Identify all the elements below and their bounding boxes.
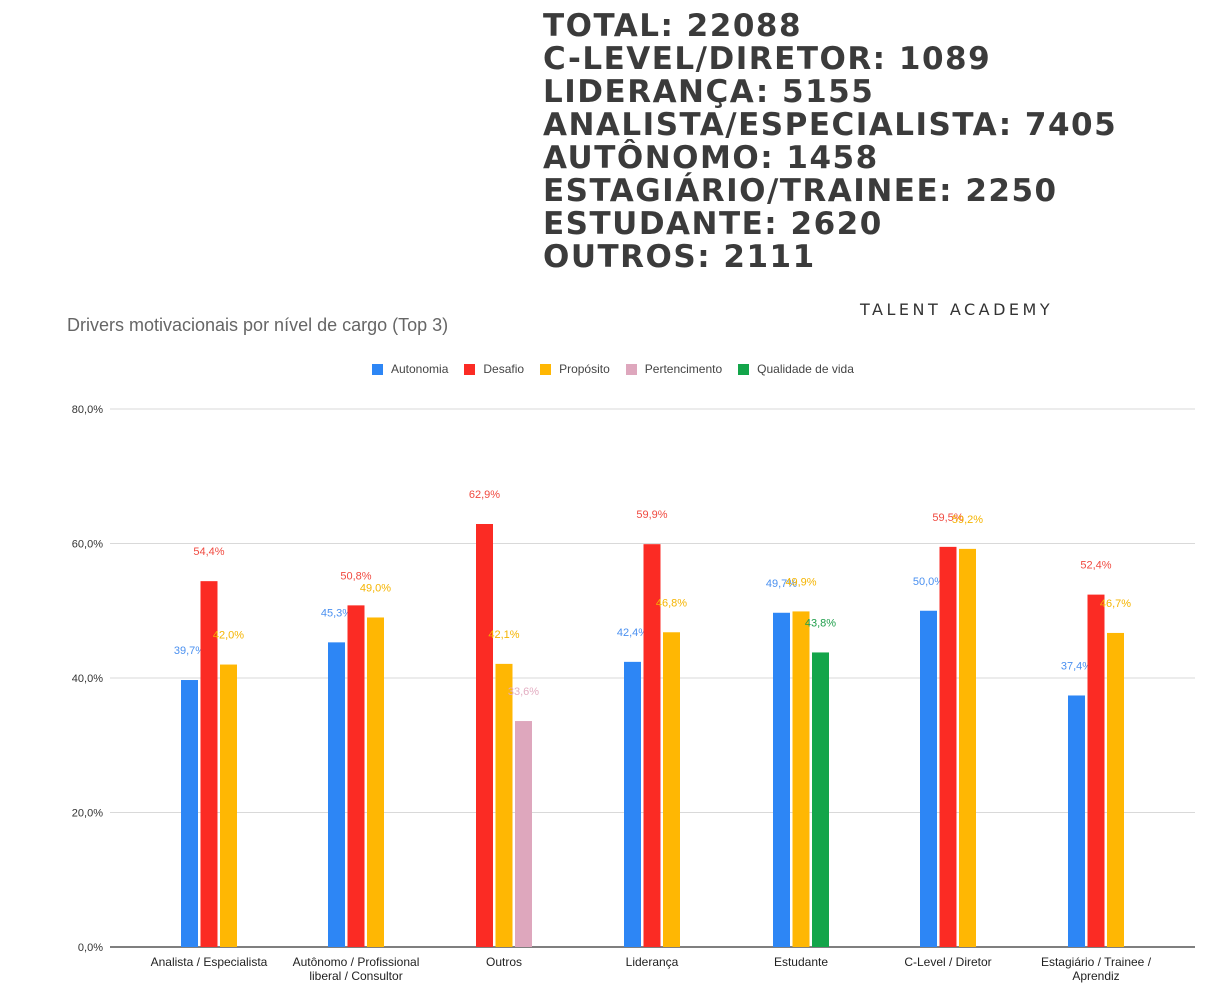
data-label: 49,0% (360, 582, 391, 594)
data-label: 52,4% (1080, 560, 1111, 572)
legend-label: Qualidade de vida (757, 362, 854, 376)
legend-label: Desafio (483, 362, 525, 376)
legend-swatch (464, 363, 476, 375)
bar (920, 610, 937, 947)
bar (181, 680, 198, 947)
data-label: 50,0% (913, 576, 944, 588)
chart-legend: Autonomia Desafio Propósito Pertenciment… (372, 362, 870, 376)
x-tick-label: Aprendiz (1072, 969, 1119, 983)
bar (812, 652, 829, 947)
stat-autonomo: AUTÔNOMO: 1458 (543, 140, 879, 176)
data-label: 49,9% (785, 576, 816, 588)
legend-item-autonomia[interactable]: Autonomia (372, 362, 448, 376)
bar (1087, 594, 1105, 947)
legend-swatch (738, 363, 750, 375)
stat-estagiario: ESTAGIÁRIO/TRAINEE: 2250 (543, 173, 1058, 209)
x-tick-label: Analista / Especialista (151, 955, 268, 969)
bar (515, 721, 532, 947)
bar (959, 548, 976, 947)
bar (1107, 632, 1124, 947)
chart-title: Drivers motivacionais por nível de cargo… (67, 315, 449, 335)
bar (476, 523, 493, 947)
legend-swatch (540, 363, 552, 375)
stat-analista: ANALISTA/ESPECIALISTA: 7405 (543, 107, 1118, 143)
x-tick-label: C-Level / Diretor (904, 955, 991, 969)
data-label: 46,8% (656, 597, 687, 609)
data-label: 45,3% (321, 607, 352, 619)
bar (328, 642, 345, 947)
data-label: 37,4% (1061, 660, 1092, 672)
stat-outros: OUTROS: 2111 (543, 239, 816, 275)
y-tick-label: 60,0% (72, 539, 103, 551)
legend-item-desafio[interactable]: Desafio (464, 362, 524, 376)
data-label: 50,8% (340, 570, 371, 582)
x-tick-label: Liderança (626, 955, 679, 969)
bar (495, 663, 513, 947)
data-label: 54,4% (193, 546, 224, 558)
x-tick-label: Estagiário / Trainee / (1041, 955, 1152, 969)
legend-swatch (625, 363, 637, 375)
bar (792, 611, 810, 947)
bar (347, 605, 365, 947)
brand-label: TALENT ACADEMY (860, 300, 1054, 319)
y-tick-label: 0,0% (78, 942, 103, 954)
bar (773, 612, 790, 947)
y-tick-label: 80,0% (72, 404, 103, 416)
data-label: 33,6% (508, 686, 539, 698)
bar (939, 546, 957, 947)
data-label: 42,0% (213, 630, 244, 642)
x-tick-label: Outros (486, 955, 522, 969)
data-label: 59,5% (932, 512, 963, 524)
x-tick-label: Estudante (774, 955, 828, 969)
legend-item-pertencimento[interactable]: Pertencimento (625, 362, 723, 376)
stat-estudante: ESTUDANTE: 2620 (543, 206, 883, 242)
bar (624, 661, 641, 947)
stat-total: TOTAL: 22088 (543, 8, 803, 44)
bar (367, 617, 384, 947)
legend-item-proposito[interactable]: Propósito (540, 362, 610, 376)
legend-label: Autonomia (391, 362, 449, 376)
stat-lideranca: LIDERANÇA: 5155 (543, 74, 875, 110)
respondent-stats: TOTAL: 22088 C-LEVEL/DIRETOR: 1089 LIDER… (543, 10, 1117, 274)
x-tick-label: liberal / Consultor (309, 969, 402, 983)
data-label: 62,9% (469, 489, 500, 501)
data-label: 49,7% (766, 578, 797, 590)
data-label: 42,1% (488, 629, 519, 641)
bar (643, 544, 661, 947)
bar (220, 664, 237, 947)
data-label: 46,7% (1100, 598, 1131, 610)
stat-c-level: C-LEVEL/DIRETOR: 1089 (543, 41, 992, 77)
legend-label: Pertencimento (644, 362, 723, 376)
data-label: 43,8% (805, 617, 836, 629)
data-label: 59,2% (952, 514, 983, 526)
bar (663, 632, 680, 947)
y-tick-label: 40,0% (72, 673, 103, 685)
legend-label: Propósito (559, 362, 610, 376)
data-label: 59,9% (636, 509, 667, 521)
y-tick-label: 20,0% (72, 808, 103, 820)
x-tick-label: Autônomo / Profissional (293, 955, 420, 969)
bar (1068, 695, 1085, 947)
data-label: 42,4% (617, 627, 648, 639)
data-label: 39,7% (174, 645, 205, 657)
legend-item-qualidade-de-vida[interactable]: Qualidade de vida (738, 362, 854, 376)
bar (200, 581, 218, 947)
legend-swatch (372, 363, 383, 375)
